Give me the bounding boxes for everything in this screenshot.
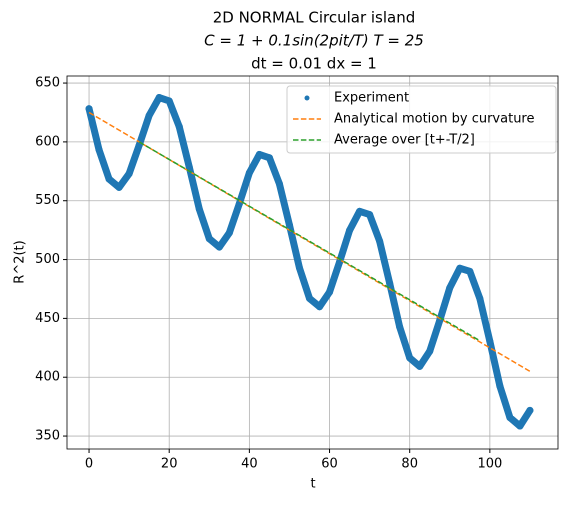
data-point (426, 347, 434, 355)
legend-label: Analytical motion by curvature (334, 112, 534, 127)
x-tick-label: 60 (321, 457, 338, 472)
data-point (496, 382, 504, 390)
data-point (115, 183, 123, 191)
plot-frame (66, 75, 559, 450)
data-point (346, 226, 354, 234)
data-point (466, 267, 474, 275)
y-tick-label: 650 (35, 76, 60, 91)
x-tick-label: 20 (161, 457, 178, 472)
chart-title: 2D NORMAL Circular island (213, 9, 416, 27)
data-point (356, 207, 364, 215)
data-point (155, 94, 163, 102)
y-tick-label: 450 (35, 311, 60, 326)
legend-marker (304, 95, 310, 101)
data-point (526, 406, 534, 414)
data-point (175, 123, 183, 131)
legend-box (286, 85, 557, 154)
data-point (275, 180, 283, 188)
data-point (416, 362, 424, 370)
data-point (165, 97, 173, 105)
data-point (506, 414, 514, 422)
data-point (95, 146, 103, 154)
data-point (225, 229, 233, 237)
data-point (285, 221, 293, 229)
y-tick-label: 550 (35, 193, 60, 208)
data-point (215, 243, 223, 251)
y-tick-label: 400 (35, 370, 60, 385)
data-point (185, 163, 193, 171)
data-point (386, 279, 394, 287)
chart-title: dt = 0.01 dx = 1 (251, 55, 377, 73)
x-tick-label: 100 (477, 457, 502, 472)
data-point (305, 294, 313, 302)
data-point (125, 170, 133, 178)
data-point (255, 150, 263, 158)
data-point (295, 264, 303, 272)
data-point (145, 111, 153, 119)
chart-title: C = 1 + 0.1sin(2pit/T) T = 25 (204, 32, 424, 50)
x-tick-label: 80 (401, 457, 418, 472)
data-point (446, 284, 454, 292)
data-point (476, 295, 484, 303)
y-tick-label: 350 (35, 429, 60, 444)
x-axis-label: t (310, 477, 315, 492)
x-tick-label: 0 (85, 457, 93, 472)
data-point (366, 211, 374, 219)
y-axis-label: R^2(t) (13, 240, 28, 283)
legend-label: Experiment (334, 91, 409, 106)
data-point (245, 169, 253, 177)
data-point (516, 422, 524, 430)
data-point (396, 323, 404, 331)
y-tick-label: 600 (35, 134, 60, 149)
data-point (326, 288, 334, 296)
data-point (205, 235, 213, 243)
data-point (376, 237, 384, 245)
data-point (406, 354, 414, 362)
data-point (105, 175, 113, 183)
y-tick-label: 500 (35, 252, 60, 267)
data-point (456, 264, 464, 272)
line (138, 141, 481, 342)
x-tick-label: 40 (241, 457, 258, 472)
data-point (486, 337, 494, 345)
data-point (265, 154, 273, 162)
data-point (85, 105, 93, 113)
data-point (195, 205, 203, 213)
data-point (316, 303, 324, 311)
legend-label: Average over [t+-T/2] (334, 133, 475, 148)
